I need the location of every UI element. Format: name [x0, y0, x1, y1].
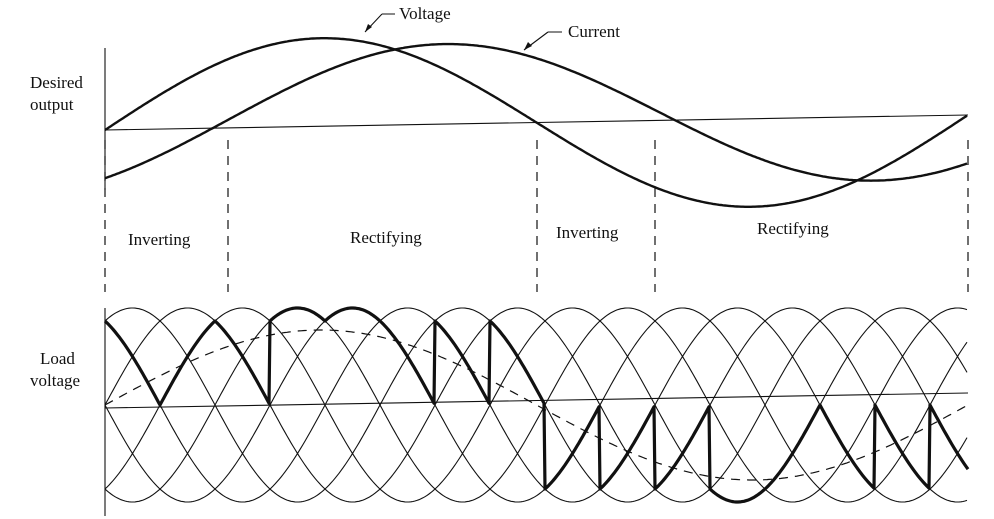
- load-voltage-label: voltage: [30, 371, 80, 390]
- current-label: Current: [568, 22, 620, 41]
- region-label: Rectifying: [350, 228, 422, 247]
- current-wave: [104, 42, 968, 182]
- current-arrow: [524, 42, 532, 50]
- waveforms: [103, 37, 970, 516]
- desired-output-label: output: [30, 95, 74, 114]
- desired-output-label: Desired: [30, 73, 83, 92]
- region-label: Inverting: [556, 223, 619, 242]
- load-voltage-wave: [103, 306, 970, 504]
- voltage-arrow: [365, 24, 372, 32]
- region-label: Inverting: [128, 230, 191, 249]
- bottom-axis: [104, 392, 969, 409]
- voltage-wave: [104, 37, 968, 208]
- phase-wave: [104, 307, 968, 503]
- region-label: Rectifying: [757, 219, 829, 238]
- voltage-label: Voltage: [399, 4, 451, 23]
- load-voltage-label: Load: [40, 349, 75, 368]
- phase-wave: [104, 307, 968, 503]
- phase-wave: [104, 307, 968, 503]
